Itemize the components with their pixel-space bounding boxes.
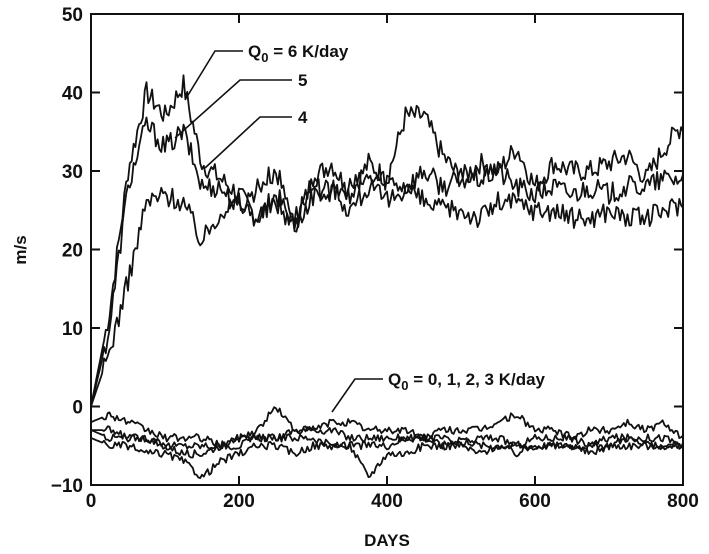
series-line-1	[90, 429, 684, 459]
annotations: Q0 = 6 K/day 5 4 Q0 = 0, 1, 2, 3 K/day	[174, 42, 546, 413]
x-tick-label: 0	[86, 491, 97, 512]
y-tick-label: 0	[72, 398, 83, 419]
series-line-4	[90, 179, 684, 407]
annotation-label-q5: 5	[298, 71, 307, 90]
annotation-leader-q5	[174, 79, 292, 139]
series-line-2	[91, 425, 684, 450]
x-tick-label: 600	[519, 491, 551, 512]
x-tick-label: 800	[667, 491, 699, 512]
y-tick-label: 10	[62, 319, 83, 340]
annotation-label-q6: Q0 = 6 K/day	[248, 42, 349, 65]
plot-frame	[90, 13, 684, 486]
y-tick-label: 40	[62, 84, 83, 105]
y-tick-label: 30	[62, 162, 83, 183]
annotation-label-q0123: Q0 = 0, 1, 2, 3 K/day	[388, 370, 546, 393]
y-axis-label: m/s	[11, 235, 30, 264]
y-tick-label: −10	[51, 476, 83, 497]
series-line-0	[90, 437, 684, 480]
annotation-leader-q4	[204, 116, 292, 169]
x-tick-label: 200	[223, 491, 255, 512]
series-line-3	[90, 406, 684, 450]
series-lines	[90, 74, 684, 480]
series-line-5	[90, 116, 684, 407]
series-line-6	[90, 74, 684, 407]
y-tick-label: 20	[62, 241, 83, 262]
y-tick-label: 50	[62, 5, 83, 26]
x-axis-label: DAYS	[364, 531, 410, 550]
x-tick-label: 400	[371, 491, 403, 512]
annotation-leader-q6	[184, 50, 243, 101]
annotation-label-q4: 4	[298, 108, 308, 127]
annotation-leader-q0123	[331, 378, 383, 413]
